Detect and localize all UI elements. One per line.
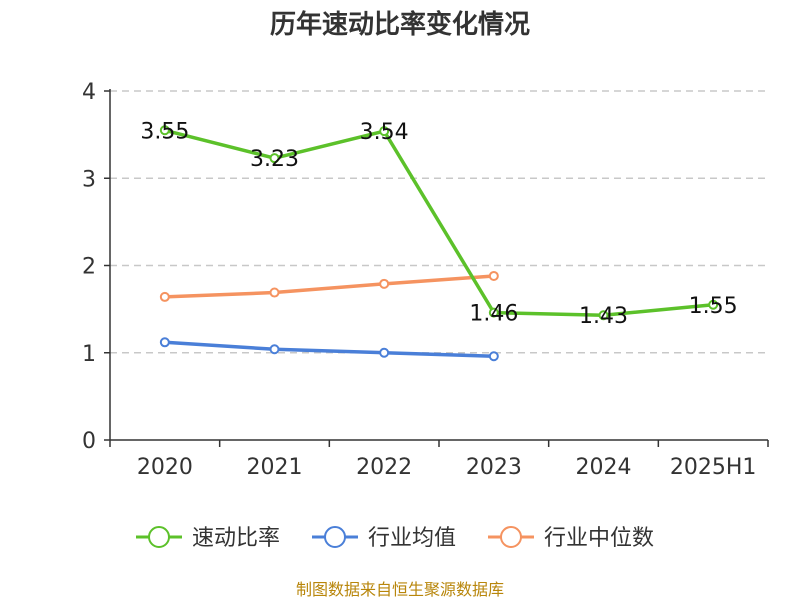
- series-0: [159, 125, 719, 321]
- legend-item-0[interactable]: 速动比率: [136, 526, 280, 551]
- series-line-0: [164, 128, 714, 317]
- y-tick-label: 0: [82, 429, 96, 454]
- data-point: [488, 307, 499, 318]
- data-point: [159, 125, 170, 136]
- series-group: [159, 125, 719, 362]
- data-point: [269, 344, 280, 355]
- y-tick-label: 2: [82, 255, 96, 280]
- data-point: [488, 351, 499, 362]
- series-line-2: [164, 274, 494, 299]
- legend-marker: [500, 526, 522, 548]
- data-point: [269, 287, 280, 298]
- data-label: 1.55: [689, 294, 738, 319]
- data-point: [379, 126, 390, 137]
- legend-item-2[interactable]: 行业中位数: [488, 526, 654, 551]
- data-labels: 3.55 3.23 3.54 1.46 1.43 1.55: [140, 119, 737, 329]
- x-axis-ticks: 2020 2021 2022 2023 2024 2025H1: [137, 455, 757, 480]
- y-axis-ticks: 0 1 2 3 4: [82, 80, 96, 454]
- source-note: 制图数据来自恒生聚源数据库: [296, 580, 504, 599]
- legend-label: 行业均值: [368, 526, 456, 551]
- x-tick-label: 2023: [466, 455, 522, 480]
- data-label: 1.43: [579, 304, 628, 329]
- x-tick-label: 2021: [247, 455, 303, 480]
- data-label: 3.23: [250, 147, 299, 172]
- data-point: [269, 153, 280, 164]
- legend-label: 行业中位数: [544, 526, 654, 551]
- data-label: 1.46: [469, 302, 518, 327]
- series-line-1: [164, 340, 494, 358]
- x-tick-label: 2025H1: [670, 455, 757, 480]
- data-point: [598, 310, 609, 321]
- x-tick-label: 2020: [137, 455, 193, 480]
- data-label: 3.54: [360, 120, 409, 145]
- data-point: [379, 347, 390, 358]
- data-point: [379, 278, 390, 289]
- data-point: [159, 291, 170, 302]
- legend-marker: [148, 526, 170, 548]
- y-tick-label: 1: [82, 342, 96, 367]
- y-tick-label: 4: [82, 80, 96, 105]
- data-label: 3.55: [140, 119, 189, 144]
- y-tick-label: 3: [82, 167, 96, 192]
- x-tick-label: 2024: [576, 455, 632, 480]
- legend-label: 速动比率: [192, 526, 280, 551]
- data-point: [708, 299, 719, 310]
- data-point: [159, 337, 170, 348]
- series-1: [159, 337, 499, 362]
- series-2: [159, 270, 499, 302]
- legend[interactable]: 速动比率 行业均值 行业中位数: [136, 526, 654, 551]
- legend-marker: [324, 526, 346, 548]
- x-tick-label: 2022: [356, 455, 412, 480]
- legend-item-1[interactable]: 行业均值: [312, 526, 456, 551]
- data-point: [488, 270, 499, 281]
- axes: [104, 89, 769, 447]
- chart-title: 历年速动比率变化情况: [270, 9, 530, 40]
